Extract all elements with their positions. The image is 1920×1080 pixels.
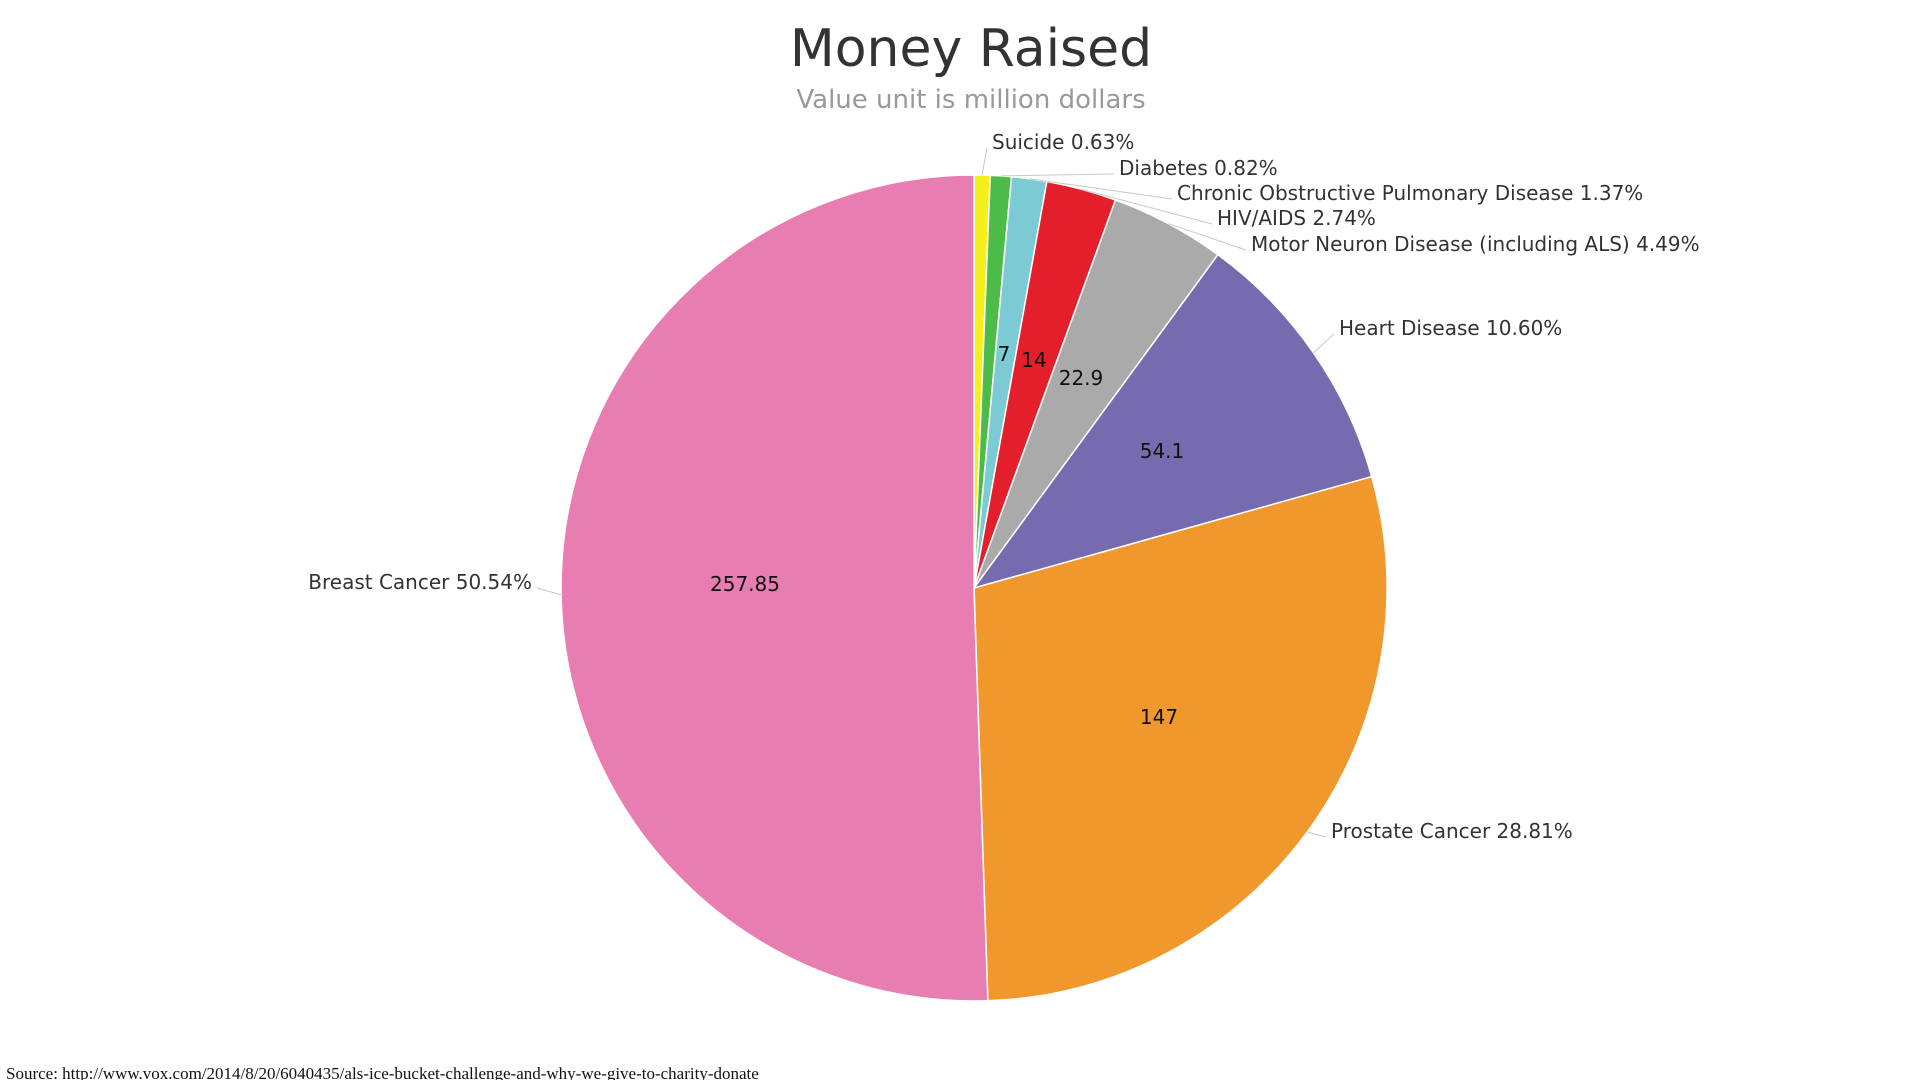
leader-line-prostate-cancer [1307,831,1327,838]
value-labels: 7 14 22.9 54.1 147 257.85 [710,342,1184,729]
pie-slice-breast-cancer [560,174,989,1002]
slice-label-heart-disease: Heart Disease 10.60% [1339,316,1562,340]
leader-line-heart-disease [1313,333,1335,354]
value-label-hiv-aids: 14 [1021,348,1046,372]
value-label-breast-cancer: 257.85 [710,572,780,596]
leader-line-breast-cancer [536,587,562,596]
slice-label-prostate-cancer: Prostate Cancer 28.81% [1331,819,1573,843]
leader-line-motor-neuron-disease-including-als [1168,223,1247,251]
value-label-chronic-obstructive-pulmonary-disease: 7 [998,342,1011,366]
slice-labels: Suicide 0.63%Diabetes 0.82%Chronic Obstr… [308,130,1699,843]
pie-slices [560,174,1388,1002]
slice-label-motor-neuron-disease-including-als: Motor Neuron Disease (including ALS) 4.4… [1251,232,1700,256]
slice-label-diabetes: Diabetes 0.82% [1119,156,1278,180]
leader-line-suicide [981,147,988,176]
pie-slice-prostate-cancer [973,475,1388,1002]
value-label-motor-neuron-disease-including-als: 22.9 [1059,366,1104,390]
leader-line-hiv-aids [1081,188,1213,225]
slice-label-hiv-aids: HIV/AIDS 2.74% [1217,206,1376,230]
pie-slice-heart-disease [972,253,1373,590]
leader-lines [536,147,1335,838]
leader-line-diabetes [1000,173,1115,177]
chart-title: Money Raised [790,19,1152,79]
chart-subtitle: Value unit is million dollars [796,85,1145,115]
source-note: Source: http://www.vox.com/2014/8/20/604… [6,1064,759,1080]
slice-label-chronic-obstructive-pulmonary-disease: Chronic Obstructive Pulmonary Disease 1.… [1177,181,1643,205]
slice-label-suicide: Suicide 0.63% [992,130,1134,154]
slice-label-breast-cancer: Breast Cancer 50.54% [308,570,532,594]
leader-line-chronic-obstructive-pulmonary-disease [1029,178,1173,200]
value-label-heart-disease: 54.1 [1140,439,1185,463]
value-label-prostate-cancer: 147 [1140,705,1178,729]
